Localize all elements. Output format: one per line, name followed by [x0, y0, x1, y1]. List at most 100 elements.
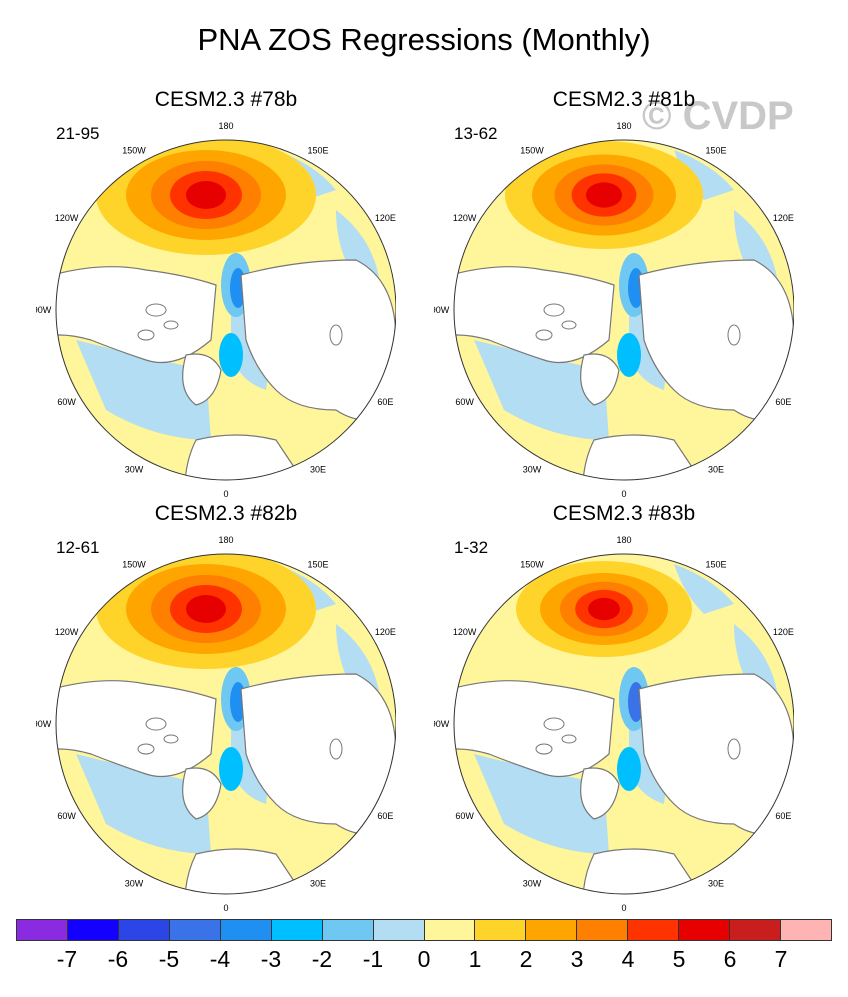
longitude-label: 150E — [705, 560, 726, 570]
panel-title: CESM2.3 #78b — [154, 88, 298, 111]
longitude-label: 0 — [223, 489, 228, 499]
longitude-label: 150W — [520, 560, 544, 570]
land-mass — [582, 848, 695, 894]
colorbar-tick-label: 1 — [468, 946, 482, 972]
longitude-label: 150E — [705, 146, 726, 156]
map-panel-1: CESM2.3 #78b 21-95 180150E120E90E60E30E0… — [36, 88, 456, 508]
ensemble-label: 12-61 — [56, 538, 100, 557]
colorbar-tick-label: -6 — [107, 946, 129, 972]
island — [727, 324, 741, 346]
negative-anomaly-region — [674, 150, 734, 200]
colorbar-box — [628, 919, 680, 941]
longitude-label: 120E — [375, 627, 396, 637]
colorbar-box — [322, 919, 374, 941]
map-fill — [56, 140, 396, 480]
island — [561, 734, 577, 744]
panel-title: CESM2.3 #83b — [552, 502, 696, 525]
island — [137, 743, 155, 755]
island — [137, 329, 155, 341]
land-mass — [184, 434, 297, 480]
colorbar-box — [169, 919, 221, 941]
longitude-label: 90W — [36, 719, 52, 729]
map-border — [55, 553, 396, 895]
land-mass — [454, 266, 615, 364]
map-border — [55, 139, 396, 481]
longitude-label: 30E — [310, 878, 326, 888]
island — [163, 734, 179, 744]
figure-title: PNA ZOS Regressions (Monthly) — [197, 22, 651, 57]
map-border — [453, 139, 794, 481]
polar-map: 180150E120E90E60E30E030W60W90W120W150W — [36, 535, 396, 913]
island — [163, 320, 179, 330]
island — [329, 738, 343, 760]
longitude-label: 60W — [455, 811, 474, 821]
colorbar-box — [271, 919, 323, 941]
longitude-label: 30E — [708, 464, 724, 474]
colorbar-tick-label: 6 — [723, 946, 737, 972]
colorbar-box — [526, 919, 578, 941]
land-mass — [182, 353, 222, 406]
longitude-label: 60E — [377, 397, 393, 407]
longitude-label: 0 — [621, 903, 626, 913]
colorbar-tick-label: 2 — [519, 946, 533, 972]
colorbar-tick-label: -2 — [311, 946, 333, 972]
island — [561, 320, 577, 330]
longitude-label: 180 — [218, 535, 233, 545]
longitude-label: 30W — [523, 878, 542, 888]
land-mass — [184, 848, 297, 894]
longitude-label: 150W — [520, 146, 544, 156]
longitude-label: 60W — [455, 397, 474, 407]
longitude-label: 150W — [122, 560, 146, 570]
island — [727, 738, 741, 760]
colorbar-box — [475, 919, 527, 941]
colorbar-tick-label: 7 — [774, 946, 788, 972]
map-panel-4: CESM2.3 #83b 1-32 180150E120E90E60E30E03… — [434, 502, 848, 922]
watermark: © CVDP — [642, 94, 794, 138]
colorbar-tick-label: -7 — [56, 946, 78, 972]
longitude-label: 120E — [375, 213, 396, 223]
island — [535, 329, 553, 341]
longitude-label: 60W — [57, 397, 76, 407]
colorbar-box — [679, 919, 731, 941]
longitude-label: 120W — [55, 213, 79, 223]
land-mass — [580, 353, 620, 406]
colorbar-tick-label: -3 — [260, 946, 282, 972]
positive-anomaly-contour — [186, 595, 226, 623]
land-mass — [56, 266, 217, 364]
colorbar-tick-label: 5 — [672, 946, 686, 972]
longitude-label: 90W — [36, 305, 52, 315]
map-panel-2: CESM2.3 #81b 13-62 180150E120E90E60E30E0… — [434, 88, 848, 508]
polar-map: 180150E120E90E60E30E030W60W90W120W150W — [434, 535, 794, 913]
colorbar-tick-label: -1 — [362, 946, 384, 972]
island — [543, 717, 565, 731]
island — [535, 743, 553, 755]
polar-map: 180150E120E90E60E30E030W60W90W120W150W — [36, 121, 396, 499]
colorbar-box — [781, 919, 832, 941]
longitude-label: 60W — [57, 811, 76, 821]
panel-title: CESM2.3 #81b — [552, 88, 696, 111]
polar-map: 180150E120E90E60E30E030W60W90W120W150W — [434, 121, 794, 499]
ensemble-label: 13-62 — [454, 124, 498, 143]
land-mass — [56, 680, 217, 778]
longitude-label: 90W — [434, 305, 450, 315]
longitude-label: 90W — [434, 719, 450, 729]
longitude-label: 0 — [223, 903, 228, 913]
positive-anomaly-contour — [586, 182, 622, 208]
island — [145, 303, 167, 317]
land-mass — [182, 767, 222, 820]
longitude-label: 120E — [773, 627, 794, 637]
map-border — [453, 553, 794, 895]
land-mass — [582, 434, 695, 480]
colorbar-box — [424, 919, 476, 941]
island — [145, 717, 167, 731]
negative-anomaly-contour — [219, 747, 243, 791]
colorbar-box — [730, 919, 782, 941]
colorbar-tick-label: 4 — [621, 946, 635, 972]
longitude-label: 150W — [122, 146, 146, 156]
ensemble-label: 1-32 — [454, 538, 489, 557]
negative-anomaly-contour — [219, 333, 243, 377]
colorbar-tick-label: -5 — [158, 946, 180, 972]
longitude-label: 60E — [775, 811, 791, 821]
land-mass — [580, 767, 620, 820]
negative-anomaly-region — [474, 340, 609, 440]
